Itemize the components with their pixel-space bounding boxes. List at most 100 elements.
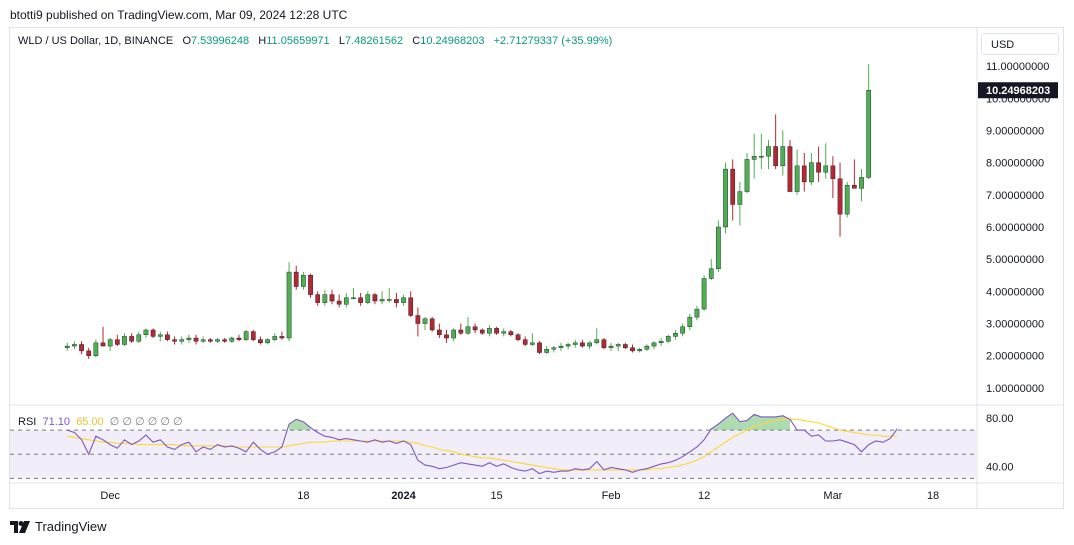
- candle-down: [408, 297, 414, 316]
- candle-up: [379, 299, 385, 302]
- candle-up: [608, 345, 614, 348]
- high-value: 11.05659971: [266, 35, 330, 47]
- candle-up: [501, 331, 507, 334]
- price-tick-label: 8.00000000: [986, 158, 1044, 170]
- candle-down: [258, 339, 263, 344]
- currency-button[interactable]: USD: [981, 33, 1059, 55]
- candle-up: [301, 275, 306, 287]
- candle-down: [458, 329, 464, 334]
- last-price-label: 10.24968203: [986, 85, 1050, 97]
- candle-down: [86, 350, 92, 356]
- candle-up: [265, 339, 270, 344]
- candle-up: [673, 333, 678, 337]
- candle-down: [479, 329, 485, 334]
- candle-up: [766, 146, 771, 157]
- candle-up: [651, 342, 657, 347]
- price-tick-label: 9.00000000: [986, 125, 1044, 137]
- low-value: 7.48261562: [344, 35, 404, 47]
- candle-up: [859, 177, 864, 189]
- price-pane: [64, 64, 872, 359]
- candle-down: [150, 329, 156, 337]
- candle-up: [823, 165, 829, 173]
- candle-down: [601, 339, 607, 348]
- low-label: L: [338, 35, 345, 47]
- rsi-overbought-fill: [289, 419, 311, 431]
- candle-up: [809, 162, 814, 183]
- candle-up: [322, 294, 328, 303]
- candle-up: [122, 336, 127, 345]
- price-tick-label: 2.00000000: [986, 351, 1044, 363]
- candle-down: [852, 184, 857, 189]
- candle-down: [236, 337, 242, 340]
- rsi-pane: [10, 412, 976, 479]
- time-tick-label: Mar: [823, 490, 842, 502]
- close-label: C: [412, 35, 421, 47]
- candle-down: [279, 336, 285, 339]
- candle-up: [565, 344, 571, 347]
- price-tick-label: 4.00000000: [986, 286, 1044, 298]
- candle-down: [580, 342, 585, 347]
- candle-down: [193, 337, 199, 342]
- footer-brand[interactable]: TradingView: [10, 519, 107, 534]
- candle-down: [837, 178, 843, 215]
- candle-up: [594, 339, 600, 344]
- candle-up: [422, 318, 428, 324]
- candle-up: [200, 339, 206, 342]
- candle-up: [401, 297, 406, 303]
- time-tick-label: 2024: [391, 490, 416, 502]
- high-label: H: [258, 35, 267, 47]
- price-tick-label: 6.00000000: [986, 222, 1044, 234]
- candle-up: [215, 339, 220, 342]
- time-tick-label: Feb: [602, 490, 621, 502]
- candle-down: [308, 275, 313, 295]
- candle-up: [615, 344, 621, 347]
- rsi-tick-label: 80.00: [986, 413, 1014, 425]
- rsi-label[interactable]: RSI: [18, 416, 37, 428]
- symbol-legend: WLD / US Dollar, 1D, BINANCE O7.53996248…: [18, 35, 612, 47]
- candle-up: [72, 344, 77, 347]
- rsi-ma-line: [67, 418, 898, 471]
- candle-down: [222, 339, 228, 342]
- time-tick-label: Dec: [100, 490, 120, 502]
- candle-down: [372, 294, 378, 302]
- time-tick-label: 15: [490, 490, 502, 502]
- candle-up: [351, 297, 356, 299]
- candle-up: [716, 226, 721, 270]
- candle-down: [429, 318, 435, 331]
- candle-up: [587, 342, 592, 347]
- candle-up: [866, 90, 872, 178]
- time-tick-label: 18: [297, 490, 309, 502]
- candle-down: [787, 146, 793, 192]
- candle-up: [708, 268, 714, 279]
- candle-down: [250, 331, 256, 340]
- candle-up: [107, 339, 113, 347]
- candle-down: [630, 347, 635, 352]
- candle-up: [758, 155, 764, 158]
- candle-up: [744, 159, 750, 192]
- candle-down: [114, 339, 120, 345]
- axes: 11.0000000010.000000009.000000008.000000…: [10, 28, 1063, 508]
- candle-down: [494, 328, 499, 334]
- candle-up: [465, 326, 471, 334]
- candle-down: [165, 334, 170, 340]
- candle-up: [343, 297, 349, 305]
- candle-up: [737, 191, 743, 205]
- candle-up: [551, 347, 557, 350]
- candle-down: [315, 294, 321, 303]
- candle-down: [436, 329, 442, 336]
- time-tick-label: 12: [698, 490, 710, 502]
- candle-down: [537, 342, 542, 353]
- candle-up: [530, 342, 535, 345]
- candle-down: [329, 294, 335, 302]
- candle-up: [572, 342, 578, 345]
- candle-down: [100, 342, 106, 347]
- open-label: O: [182, 35, 191, 47]
- last-price-tag: [978, 82, 1058, 99]
- candle-up: [658, 341, 664, 344]
- tradingview-logo-icon: [10, 520, 30, 533]
- candle-up: [451, 329, 456, 339]
- candle-down: [336, 300, 342, 305]
- symbol-name[interactable]: WLD / US Dollar, 1D, BINANCE: [18, 35, 174, 47]
- candle-up: [272, 336, 278, 340]
